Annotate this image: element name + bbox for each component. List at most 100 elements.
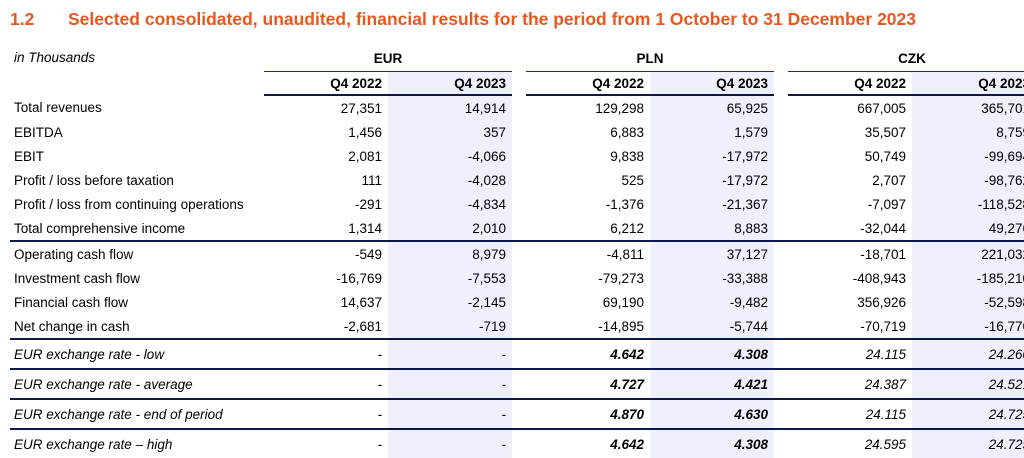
cell-value: -4,028 [388, 168, 513, 192]
financial-results-table: in Thousands EUR PLN CZK Q4 2022 Q4 2023… [10, 45, 1024, 458]
cell-value: 24.725 [912, 429, 1024, 458]
cell-value: 14,914 [388, 95, 513, 120]
cell-value: -1,376 [526, 192, 651, 216]
table-row: Net change in cash -2,681 -719 -14,895 -5,74… [10, 314, 1024, 340]
table-row: Profit / loss from continuing operations… [10, 192, 1024, 216]
cell-value: -2,145 [388, 290, 513, 314]
cell-value: 525 [526, 168, 651, 192]
period-header: Q4 2023 [650, 71, 775, 96]
cell-value: - [388, 429, 513, 458]
cell-value: 69,190 [526, 290, 651, 314]
cell-value: 6,212 [526, 216, 651, 242]
cell-value: 365,701 [912, 95, 1024, 120]
cell-value: 4.630 [650, 399, 775, 430]
row-label: EUR exchange rate - end of period [10, 399, 264, 430]
row-label: Total comprehensive income [10, 216, 264, 242]
cell-value: -408,943 [788, 266, 913, 290]
row-label: Profit / loss from continuing operations [14, 196, 244, 212]
cell-value: 24.115 [788, 339, 913, 370]
cell-value: 24.595 [788, 429, 913, 458]
cell-value: -18,701 [788, 241, 913, 266]
cell-value: -7,553 [388, 266, 513, 290]
cell-value: 4.421 [650, 369, 775, 400]
cell-value: -32,044 [788, 216, 913, 242]
cell-value: -17,972 [650, 144, 775, 168]
units-label: in Thousands [14, 50, 96, 65]
cell-value: 9,838 [526, 144, 651, 168]
table-row: Total revenues 27,351 14,914 129,298 65,925 6… [10, 95, 1024, 120]
row-label: EUR exchange rate - average [10, 369, 264, 400]
cell-value: -21,367 [650, 192, 775, 216]
cell-value: 667,005 [788, 95, 913, 120]
cell-value: 8,979 [388, 241, 513, 266]
cell-value: 2,081 [264, 144, 388, 168]
row-label: Financial cash flow [14, 294, 129, 310]
row-label: EUR exchange rate – high [14, 436, 173, 452]
cell-value: 4.870 [526, 399, 651, 430]
period-header: Q4 2022 [264, 71, 388, 96]
row-label: Investment cash flow [14, 270, 141, 286]
cell-value: -4,066 [388, 144, 513, 168]
cell-value: - [264, 369, 388, 400]
cell-value: 1,579 [650, 120, 775, 144]
section-heading: 1.2 Selected consolidated, unaudited, fin… [10, 9, 916, 33]
cell-value: -16,776 [912, 314, 1024, 340]
period-header: Q4 2022 [526, 71, 651, 96]
cell-value: - [388, 339, 513, 370]
cell-value: 2,707 [788, 168, 913, 192]
row-label: EUR exchange rate - low [10, 339, 264, 370]
cell-value: -14,895 [526, 314, 651, 340]
cell-value: -4,834 [388, 192, 513, 216]
cell-value: 24.387 [788, 369, 913, 400]
cell-value: 111 [264, 168, 388, 192]
exchange-rate-row: EUR exchange rate - average - -4.727 4.421 2… [10, 369, 1024, 400]
cell-value: 14,637 [264, 290, 388, 314]
cell-value: 1,456 [264, 120, 388, 144]
cell-value: 27,351 [264, 95, 388, 120]
cell-value: 37,127 [650, 241, 775, 266]
cell-value: -5,744 [650, 314, 775, 340]
cell-value: -549 [264, 241, 388, 266]
cell-value: -99,694 [912, 144, 1024, 168]
cell-value: -118,528 [912, 192, 1024, 216]
cell-value: 129,298 [526, 95, 651, 120]
cell-value: -7,097 [788, 192, 913, 216]
cell-value: -4,811 [526, 241, 651, 266]
cell-value: 65,925 [650, 95, 775, 120]
cell-value: - [264, 429, 388, 458]
section-number: 1.2 [10, 9, 35, 29]
period-header: Q4 2023 [912, 71, 1024, 96]
cell-value: 356,926 [788, 290, 913, 314]
cell-value: -70,719 [788, 314, 913, 340]
row-label: Net change in cash [10, 314, 264, 340]
cell-value: 8,883 [650, 216, 775, 242]
cell-value: 49,276 [912, 216, 1024, 242]
cell-value: 50,749 [788, 144, 913, 168]
cell-value: 8,759 [912, 120, 1024, 144]
cell-value: 4.642 [526, 429, 651, 458]
exchange-rate-row: EUR exchange rate - end of period - -4.870… [10, 399, 1024, 430]
row-label: Operating cash flow [14, 246, 134, 262]
cell-value: 4.308 [650, 339, 775, 370]
row-label: Profit / loss before taxation [14, 172, 174, 188]
cell-value: -2,681 [264, 314, 388, 340]
cell-value: 4.642 [526, 339, 651, 370]
row-label: Total revenues [14, 100, 102, 115]
row-label: EBIT [14, 148, 45, 164]
table-row: Total comprehensive income 1,314 2,010 6,21… [10, 216, 1024, 242]
table-row: EBIT 2,081-4,066 9,838-17,972 50,749-99,694 [10, 144, 1024, 168]
cell-value: -9,482 [650, 290, 775, 314]
cell-value: -719 [388, 314, 513, 340]
cell-value: 4.727 [526, 369, 651, 400]
currency-header-eur: EUR [264, 45, 513, 72]
cell-value: 24.521 [912, 369, 1024, 400]
cell-value: -52,598 [912, 290, 1024, 314]
exchange-rate-row: EUR exchange rate - low - -4.642 4.308 24.11… [10, 339, 1024, 370]
table-row: Profit / loss before taxation 111 -4,028 52… [10, 168, 1024, 192]
cell-value: -79,273 [526, 266, 651, 290]
cell-value: 221,032 [912, 241, 1024, 266]
cell-value: 35,507 [788, 120, 913, 144]
table-row: Operating cash flow -549 8,979 -4,811 37,127… [10, 241, 1024, 266]
cell-value: -16,769 [264, 266, 388, 290]
